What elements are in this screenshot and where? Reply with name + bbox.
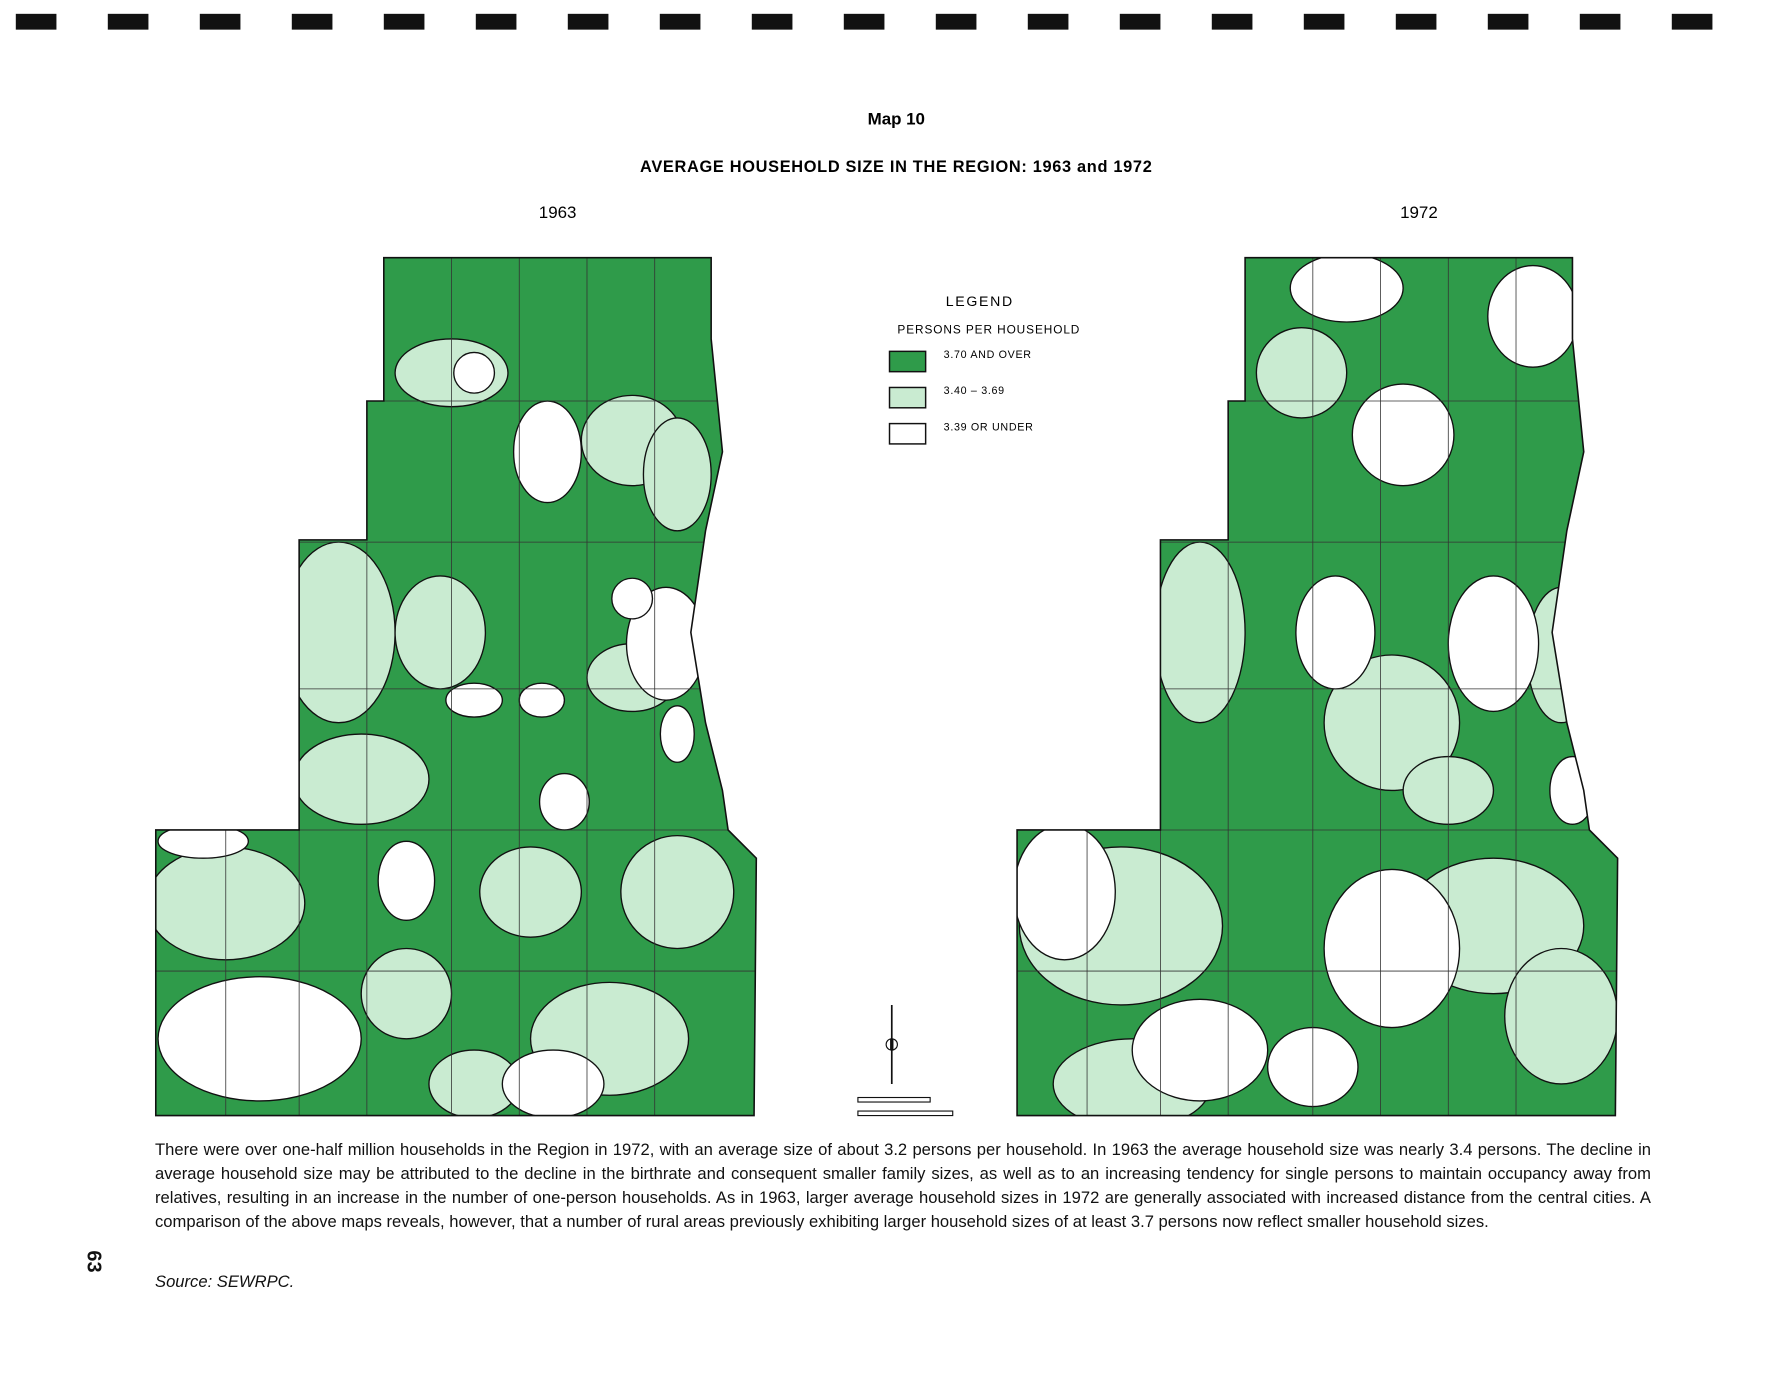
map-label: 1963 xyxy=(539,203,577,222)
binding-hole xyxy=(1119,13,1161,30)
binding-hole xyxy=(107,13,149,30)
binding-hole xyxy=(659,13,701,30)
source-note: Source: SEWRPC. xyxy=(155,1272,295,1291)
binding-hole xyxy=(383,13,425,30)
binding-hole xyxy=(567,13,609,30)
binding-hole xyxy=(15,13,57,30)
binding-hole xyxy=(1395,13,1437,30)
binding-hole xyxy=(751,13,793,30)
map-label: 1972 xyxy=(1400,203,1438,222)
legend-label: 3.39 OR UNDER xyxy=(944,421,1034,433)
binding-hole xyxy=(1487,13,1529,30)
binding-hole xyxy=(1579,13,1621,30)
legend: LEGEND PERSONS PER HOUSEHOLD 3.70 AND OV… xyxy=(888,293,1080,445)
legend-subtitle: PERSONS PER HOUSEHOLD xyxy=(897,322,1080,336)
binding-hole xyxy=(291,13,333,30)
binding-hole xyxy=(199,13,241,30)
binding-holes xyxy=(15,13,1713,30)
legend-label: 3.40 – 3.69 xyxy=(944,385,1005,397)
body-paragraph: There were over one-half million househo… xyxy=(155,1140,1651,1231)
binding-hole xyxy=(475,13,517,30)
binding-hole xyxy=(935,13,977,30)
legend-title: LEGEND xyxy=(946,293,1014,309)
binding-hole xyxy=(1027,13,1069,30)
map-1972 xyxy=(1016,256,1619,1117)
binding-hole xyxy=(843,13,885,30)
map-title: AVERAGE HOUSEHOLD SIZE IN THE REGION: 19… xyxy=(640,158,1152,176)
legend-swatch xyxy=(888,386,927,409)
binding-hole xyxy=(1671,13,1713,30)
binding-hole xyxy=(1303,13,1345,30)
map-1963 xyxy=(154,256,758,1117)
legend-swatch xyxy=(888,422,927,445)
page-number: 63 xyxy=(82,1250,105,1273)
binding-hole xyxy=(1211,13,1253,30)
legend-swatch xyxy=(888,350,927,373)
legend-label: 3.70 AND OVER xyxy=(944,349,1032,361)
north-arrow-and-scale xyxy=(857,1004,954,1117)
map-number: Map 10 xyxy=(868,109,925,128)
